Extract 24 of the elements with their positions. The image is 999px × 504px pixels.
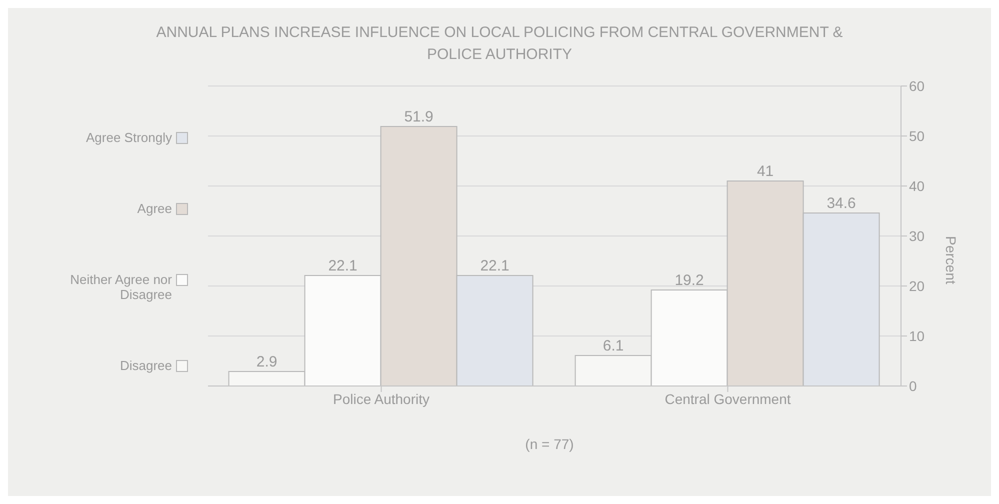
data-label: 22.1 [480,258,510,274]
legend-label: Agree [137,200,172,216]
y-axis-title: Percent [943,236,960,284]
data-label: 41 [756,163,774,180]
chart-title: ANNUAL PLANS INCREASE INFLUENCE ON LOCAL POLICING FROM CENTRAL GOVERNMENT & POLICE AUTHORITY [155,23,844,65]
y-tick-label: 40 [909,178,925,194]
data-label: 19.2 [674,272,704,289]
legend-label: Neither Agree nor Disagree [69,272,172,302]
y-tick-label: 30 [909,228,925,244]
legend-label: Disagree [120,358,172,372]
data-label: 6.1 [602,338,624,354]
data-label: 51.9 [404,108,434,126]
y-tick-label: 0 [909,378,917,394]
text: (n = 77) [524,436,575,452]
legend-label: Agree Strongly [86,130,172,144]
data-label: 34.6 [826,195,856,212]
y-tick-label: 10 [909,328,925,344]
data-label: 2.9 [256,354,278,370]
y-tick-label: 60 [909,78,925,94]
data-label: 22.1 [328,258,358,274]
x-tick-label: Police Authority [333,390,430,407]
x-tick-label: Central Government [664,390,791,407]
y-tick-label: 20 [909,278,925,294]
y-tick-label: 50 [909,128,925,144]
